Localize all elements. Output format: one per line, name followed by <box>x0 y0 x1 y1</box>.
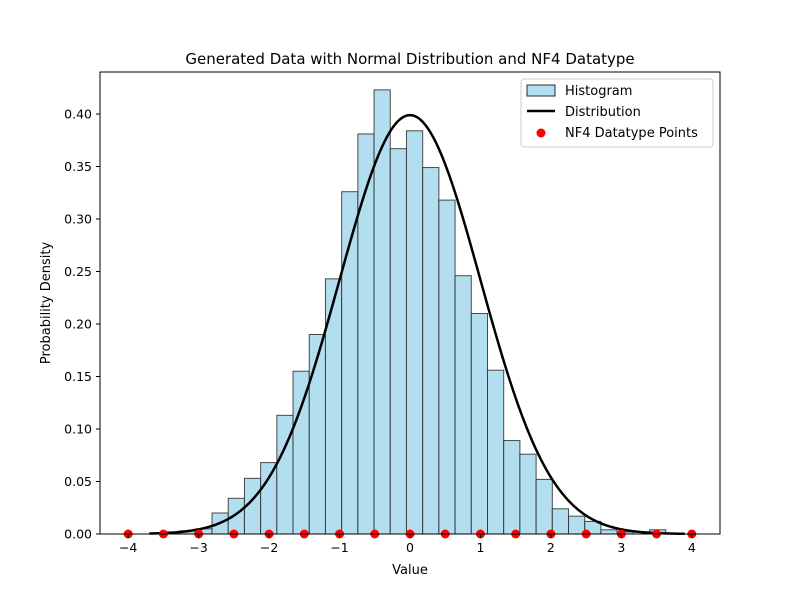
histogram-bar <box>260 462 278 535</box>
y-axis: 0.00 0.05 0.10 0.15 0.20 0.25 0.30 0.35 0.40 <box>64 107 100 542</box>
histogram-bar <box>551 508 570 535</box>
histogram-bar <box>535 478 553 535</box>
distribution-curve-layer <box>149 113 685 536</box>
legend-distribution-label: Distribution <box>565 105 641 120</box>
histogram-bar <box>470 313 488 535</box>
distribution-curve <box>149 113 685 536</box>
histogram-bar <box>600 529 618 535</box>
y-axis-label: Probability Density <box>39 242 54 365</box>
y-tick-label: 0.15 <box>64 369 92 384</box>
histogram-bar <box>373 89 391 535</box>
legend-points-label: NF4 Datatype Points <box>565 126 698 141</box>
y-tick-label: 0.20 <box>64 317 92 332</box>
legend-box <box>520 78 714 148</box>
x-axis-label: Value <box>392 563 428 578</box>
x-tick-label: 4 <box>688 540 696 555</box>
histogram-bar <box>422 167 440 535</box>
x-tick-label: −3 <box>189 540 207 555</box>
x-tick-label: 0 <box>406 540 414 555</box>
histogram-bar <box>519 453 537 535</box>
x-tick-label: 3 <box>617 540 625 555</box>
histogram-bar <box>292 370 310 535</box>
histogram-bar <box>389 148 407 535</box>
y-tick-label: 0.10 <box>64 422 92 437</box>
x-tick-label: −2 <box>260 540 278 555</box>
histogram-bar <box>357 133 375 535</box>
x-tick-label: −1 <box>330 540 348 555</box>
legend-histogram-swatch <box>526 84 556 97</box>
histogram-bar <box>503 440 521 535</box>
legend: Histogram Distribution NF4 Datatype Poin… <box>520 78 714 148</box>
x-tick-label: −4 <box>119 540 137 555</box>
y-tick-label: 0.30 <box>64 212 92 227</box>
y-tick-label: 0.40 <box>64 107 92 122</box>
chart-title: Generated Data with Normal Distribution … <box>185 50 634 68</box>
x-tick-label: 2 <box>547 540 555 555</box>
histogram-bar <box>454 275 472 535</box>
histogram-bar <box>405 130 424 535</box>
histogram-bar <box>487 369 505 535</box>
legend-points-swatch <box>536 128 546 138</box>
histogram-bar <box>568 515 586 535</box>
histogram-bar <box>308 334 326 535</box>
histogram-bar <box>438 199 456 535</box>
y-tick-label: 0.25 <box>64 264 92 279</box>
legend-histogram-label: Histogram <box>565 84 632 99</box>
x-axis: −4 −3 −2 −1 0 1 2 3 4 <box>119 534 696 555</box>
y-tick-label: 0.05 <box>64 474 92 489</box>
y-tick-label: 0.00 <box>64 527 92 542</box>
y-tick-label: 0.35 <box>64 159 92 174</box>
x-tick-label: 1 <box>476 540 484 555</box>
